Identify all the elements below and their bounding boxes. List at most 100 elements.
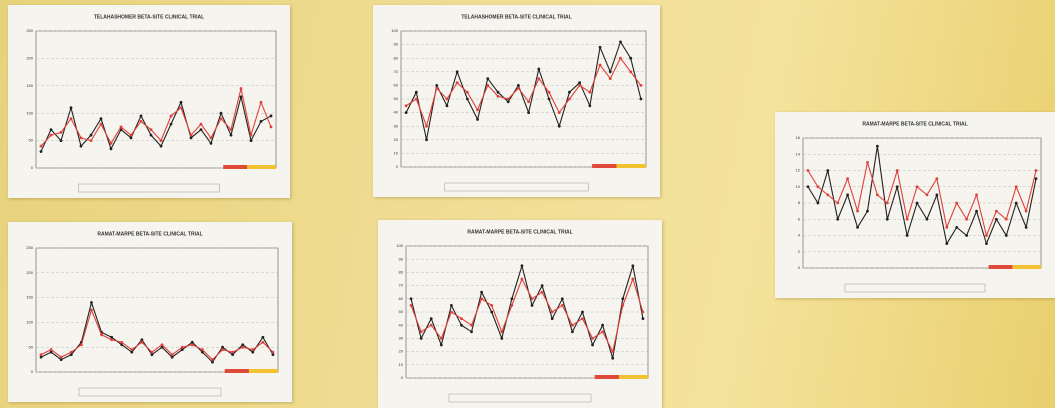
data-point [975, 193, 978, 196]
data-point [906, 218, 909, 221]
data-point [180, 101, 183, 104]
data-point [470, 330, 473, 333]
data-point [876, 145, 879, 148]
data-point [70, 353, 73, 356]
y-tick-label: 8 [798, 200, 801, 205]
chart: RAMAT-MARPE BETA-SITE CLINICAL TRIAL0102… [378, 220, 662, 408]
data-point [260, 101, 263, 104]
data-point [816, 202, 819, 205]
chart-print: TELAHASHOMER BETA-SITE CLINICAL TRIAL010… [373, 5, 660, 197]
data-point [230, 128, 233, 131]
data-point [507, 98, 510, 101]
data-point [140, 341, 143, 344]
data-point [476, 108, 479, 111]
data-point [541, 284, 544, 287]
y-tick-label: 80 [399, 269, 404, 274]
data-point [466, 98, 469, 101]
data-point [272, 353, 275, 356]
highlight-bar-red [595, 375, 619, 379]
data-point [220, 117, 223, 120]
data-point [151, 353, 154, 356]
data-point [480, 297, 483, 300]
data-point [639, 84, 642, 87]
data-point [456, 70, 459, 73]
data-line [41, 89, 271, 147]
data-point [601, 324, 604, 327]
data-point [558, 125, 561, 128]
data-point [50, 128, 53, 131]
data-point [210, 142, 213, 145]
data-point [110, 142, 113, 145]
data-point [130, 351, 133, 354]
data-point [531, 304, 534, 307]
data-point [537, 77, 540, 80]
data-point [90, 139, 93, 142]
data-point [446, 104, 449, 107]
data-point [486, 84, 489, 87]
data-point [1025, 226, 1028, 229]
chart-title: TELAHASHOMER BETA-SITE CLINICAL TRIAL [94, 14, 204, 20]
data-point [211, 358, 214, 361]
data-point [836, 218, 839, 221]
data-point [50, 134, 53, 137]
data-point [120, 343, 123, 346]
y-tick-label: 250 [26, 28, 33, 33]
chart-print: RAMAT-MARPE BETA-SITE CLINICAL TRIAL0246… [775, 112, 1055, 298]
data-point [581, 317, 584, 320]
data-point [160, 139, 163, 142]
data-point [510, 297, 513, 300]
data-point [1005, 234, 1008, 237]
data-point [151, 351, 154, 354]
data-point [886, 218, 889, 221]
data-point [130, 348, 133, 351]
data-point [140, 120, 143, 123]
y-tick-label: 90 [394, 42, 399, 47]
y-tick-label: 6 [798, 216, 801, 221]
data-point [995, 210, 998, 213]
data-point [80, 343, 83, 346]
chart: RAMAT-MARPE BETA-SITE CLINICAL TRIAL0501… [8, 222, 292, 402]
data-point [599, 64, 602, 67]
data-point [190, 134, 193, 137]
data-point [568, 98, 571, 101]
y-tick-label: 20 [394, 137, 399, 142]
data-point [60, 358, 63, 361]
data-point [90, 301, 93, 304]
data-point [270, 126, 273, 129]
highlight-bar-red [225, 369, 249, 373]
data-point [551, 311, 554, 314]
y-tick-label: 10 [796, 184, 801, 189]
data-point [537, 68, 540, 71]
highlight-bar-red [592, 164, 617, 168]
data-point [816, 185, 819, 188]
data-point [250, 134, 253, 137]
data-point [826, 193, 829, 196]
data-point [171, 353, 174, 356]
data-point [621, 304, 624, 307]
data-point [415, 98, 418, 101]
y-tick-label: 200 [26, 55, 33, 60]
data-point [251, 351, 254, 354]
chart-title: RAMAT-MARPE BETA-SITE CLINICAL TRIAL [97, 231, 202, 237]
data-line [41, 310, 273, 360]
data-point [521, 278, 524, 281]
legend-box [449, 394, 591, 402]
data-point [985, 242, 988, 245]
data-point [440, 337, 443, 340]
y-tick-label: 12 [796, 168, 801, 173]
y-tick-label: 60 [394, 82, 399, 87]
data-point [80, 136, 83, 139]
y-tick-label: 4 [798, 233, 801, 238]
data-point [856, 226, 859, 229]
data-line [808, 146, 1036, 244]
highlight-bar-yellow [619, 375, 648, 379]
data-point [405, 104, 408, 107]
data-point [935, 177, 938, 180]
data-line [41, 303, 273, 363]
data-point [191, 341, 194, 344]
data-point [70, 117, 73, 120]
data-point [181, 348, 184, 351]
data-point [221, 348, 224, 351]
data-point [629, 70, 632, 73]
